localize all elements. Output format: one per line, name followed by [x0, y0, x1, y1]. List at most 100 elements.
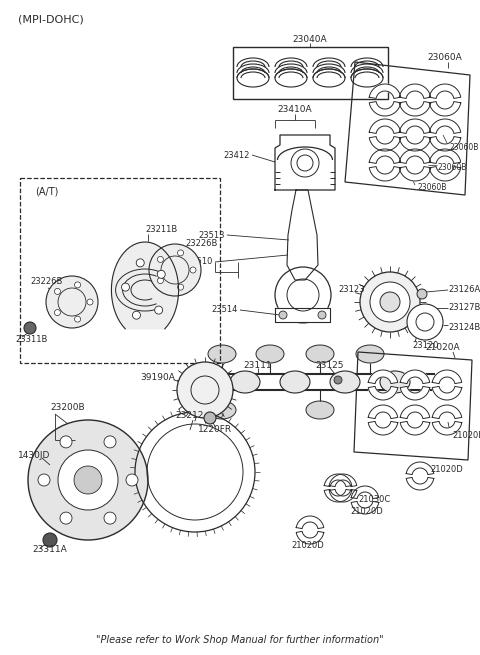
- Ellipse shape: [280, 371, 310, 393]
- Ellipse shape: [330, 371, 360, 393]
- Circle shape: [121, 283, 130, 291]
- Text: 21020D: 21020D: [292, 542, 324, 550]
- Ellipse shape: [185, 371, 215, 393]
- Circle shape: [38, 474, 50, 486]
- Circle shape: [360, 272, 420, 332]
- Circle shape: [28, 420, 148, 540]
- Bar: [233, 47, 388, 99]
- Text: 23120: 23120: [412, 341, 438, 350]
- Text: 21030C: 21030C: [358, 495, 390, 504]
- Polygon shape: [400, 370, 430, 384]
- Polygon shape: [351, 501, 379, 514]
- Ellipse shape: [306, 345, 334, 363]
- Polygon shape: [369, 136, 401, 151]
- Text: 23060B: 23060B: [450, 143, 480, 153]
- Polygon shape: [399, 136, 431, 151]
- Circle shape: [177, 362, 233, 418]
- Polygon shape: [432, 421, 462, 435]
- Ellipse shape: [230, 371, 260, 393]
- Polygon shape: [399, 84, 431, 98]
- Text: 21020D: 21020D: [452, 430, 480, 440]
- Polygon shape: [324, 474, 352, 487]
- Text: "Please refer to Work Shop Manual for further information": "Please refer to Work Shop Manual for fu…: [96, 635, 384, 645]
- Text: 23211B: 23211B: [145, 225, 177, 234]
- Text: 23124B: 23124B: [448, 324, 480, 333]
- Circle shape: [155, 306, 163, 314]
- Text: 23510: 23510: [187, 257, 213, 267]
- Circle shape: [24, 322, 36, 334]
- Ellipse shape: [306, 401, 334, 419]
- Circle shape: [380, 292, 400, 312]
- Polygon shape: [429, 149, 461, 164]
- Polygon shape: [287, 190, 318, 280]
- Text: 23111: 23111: [244, 360, 272, 369]
- Polygon shape: [275, 308, 330, 322]
- Text: 39190A: 39190A: [140, 373, 175, 383]
- Text: 23226B: 23226B: [30, 278, 62, 286]
- Text: 23513: 23513: [199, 231, 225, 240]
- Circle shape: [74, 466, 102, 494]
- Circle shape: [87, 299, 93, 305]
- Polygon shape: [400, 405, 430, 419]
- Text: 23060B: 23060B: [438, 164, 468, 172]
- Text: 23410A: 23410A: [278, 105, 312, 115]
- Text: 23412: 23412: [224, 151, 250, 160]
- Circle shape: [178, 284, 183, 290]
- Text: 21020D: 21020D: [430, 466, 463, 474]
- Ellipse shape: [208, 401, 236, 419]
- Circle shape: [279, 311, 287, 319]
- Text: 21020A: 21020A: [425, 343, 460, 352]
- Polygon shape: [275, 135, 335, 190]
- Circle shape: [407, 304, 443, 340]
- Circle shape: [318, 311, 326, 319]
- Circle shape: [104, 436, 116, 448]
- Circle shape: [136, 259, 144, 267]
- Polygon shape: [432, 405, 462, 419]
- Text: 23311B: 23311B: [15, 335, 48, 345]
- Text: 1220FR: 1220FR: [198, 426, 232, 434]
- Polygon shape: [406, 477, 434, 490]
- Text: 21020D: 21020D: [350, 508, 383, 517]
- Text: 23123: 23123: [338, 286, 365, 295]
- Text: 23127B: 23127B: [448, 303, 480, 312]
- Polygon shape: [369, 166, 401, 181]
- Polygon shape: [351, 486, 379, 498]
- Polygon shape: [429, 84, 461, 98]
- Polygon shape: [429, 136, 461, 151]
- Circle shape: [157, 278, 163, 284]
- Polygon shape: [111, 242, 179, 329]
- Polygon shape: [406, 462, 434, 475]
- Polygon shape: [369, 149, 401, 164]
- Text: (MPI-DOHC): (MPI-DOHC): [18, 14, 84, 24]
- Ellipse shape: [356, 345, 384, 363]
- Text: 23311A: 23311A: [32, 546, 67, 555]
- Bar: [414, 328, 422, 332]
- Circle shape: [54, 310, 60, 316]
- Circle shape: [275, 267, 331, 323]
- Circle shape: [74, 282, 81, 288]
- Circle shape: [204, 412, 216, 424]
- Text: 23226B: 23226B: [185, 238, 217, 248]
- Polygon shape: [324, 489, 352, 502]
- Text: 23212: 23212: [175, 411, 204, 419]
- Polygon shape: [432, 386, 462, 400]
- Text: (A/T): (A/T): [35, 187, 59, 197]
- Circle shape: [157, 256, 163, 263]
- Text: 23125: 23125: [316, 360, 344, 369]
- Polygon shape: [400, 421, 430, 435]
- Polygon shape: [369, 119, 401, 134]
- Polygon shape: [429, 102, 461, 116]
- Polygon shape: [296, 531, 324, 544]
- Text: 1430JD: 1430JD: [18, 451, 50, 460]
- Ellipse shape: [256, 345, 284, 363]
- Polygon shape: [296, 516, 324, 529]
- Circle shape: [60, 436, 72, 448]
- Polygon shape: [368, 386, 398, 400]
- Circle shape: [334, 376, 342, 384]
- Polygon shape: [368, 405, 398, 419]
- Circle shape: [157, 271, 165, 278]
- Circle shape: [132, 311, 141, 319]
- Polygon shape: [329, 489, 357, 502]
- Circle shape: [60, 512, 72, 524]
- Polygon shape: [368, 370, 398, 384]
